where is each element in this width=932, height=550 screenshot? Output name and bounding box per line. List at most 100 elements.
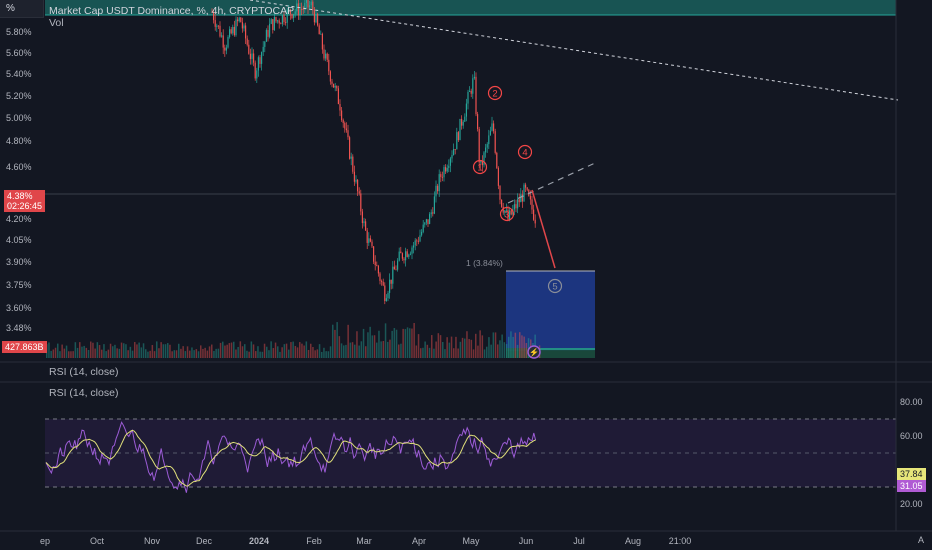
x-tick-label: Dec [196, 536, 213, 546]
volume-bar [127, 350, 129, 358]
volume-bar [125, 344, 127, 358]
volume-bar [318, 344, 321, 358]
wave-marker[interactable] [499, 206, 515, 222]
volume-bar [147, 351, 149, 358]
volume-bar [213, 350, 215, 358]
candle-body [240, 17, 242, 23]
fib-target-label: 1 (3.84%) [466, 258, 503, 268]
volume-bar [219, 342, 222, 358]
top-resistance-band [45, 0, 896, 15]
candle-body [379, 273, 381, 281]
candle-body [485, 147, 487, 153]
candle-body [301, 8, 303, 10]
volume-bar [402, 328, 404, 358]
y-tick-label: 5.00% [6, 113, 32, 123]
volume-bar [259, 351, 261, 358]
auto-scale-button[interactable]: A [917, 535, 924, 545]
y-tick-label: 5.80% [6, 27, 32, 37]
wave-marker[interactable] [547, 278, 563, 294]
candle-body [398, 251, 400, 261]
candle-body [401, 253, 403, 259]
volume-bar [145, 349, 147, 358]
candle-body [469, 90, 471, 92]
volume-bar [453, 348, 455, 358]
rsi-ma-tag: 31.05 [897, 480, 926, 492]
candle-body [241, 22, 243, 29]
target-box[interactable] [506, 271, 595, 351]
descending-trendline[interactable] [249, 0, 899, 101]
candle-body [366, 230, 368, 243]
volume-bar [96, 342, 99, 358]
candle-body [331, 81, 333, 84]
lightning-badge[interactable] [527, 345, 541, 359]
wave-five-projection[interactable] [531, 189, 556, 269]
rsi-value-tag: 37.84 [897, 468, 926, 480]
volume-bar [105, 351, 107, 358]
volume-bar [277, 346, 279, 358]
candle-body [344, 122, 346, 129]
volume-bar [160, 342, 162, 358]
wave-label: 3 [504, 210, 509, 221]
volume-bar [376, 342, 378, 358]
volume-bar [525, 343, 528, 358]
candle-body [297, 3, 299, 16]
volume-bar [79, 342, 81, 358]
candle-body [216, 25, 218, 27]
candle-body [265, 30, 267, 42]
candle-body [229, 29, 231, 38]
x-tick-label: ep [40, 536, 50, 546]
y-tick-label: 3.75% [6, 280, 32, 290]
candle-body [281, 15, 283, 24]
candle-body [280, 23, 282, 25]
candle-body [369, 238, 371, 242]
volume-bar [492, 332, 495, 358]
volume-bar [153, 351, 156, 358]
candle-body [214, 20, 216, 27]
candle-body [491, 123, 493, 131]
candle-body [248, 44, 250, 54]
volume-bar [497, 344, 499, 358]
percent-scale-button[interactable]: % [0, 0, 44, 18]
candle-body [457, 132, 459, 141]
volume-bar [173, 350, 176, 358]
candle-body [296, 3, 298, 12]
candle-body [473, 76, 475, 79]
candle-body [365, 221, 367, 231]
candle-body [440, 174, 442, 177]
wave-projection-line[interactable] [507, 162, 596, 204]
volume-bar [129, 346, 132, 358]
volume-bar [437, 333, 440, 358]
y-tick-label: 5.20% [6, 91, 32, 101]
candle-body [414, 240, 416, 246]
wave-marker[interactable] [517, 144, 533, 160]
candle-body [238, 17, 240, 22]
volume-bar [208, 346, 211, 358]
volume-label: Vol [49, 17, 64, 29]
x-tick-label: Apr [412, 536, 426, 546]
y-tick-label: 5.60% [6, 48, 32, 58]
candle-body [441, 176, 443, 178]
volume-bar [411, 328, 413, 358]
wave-marker[interactable] [487, 85, 503, 101]
wave-marker[interactable] [472, 159, 488, 175]
candle-body [256, 70, 258, 79]
volume-bar [290, 342, 292, 358]
wave-label: 5 [552, 282, 557, 293]
candle-body [225, 47, 227, 51]
volume-bar [380, 341, 382, 358]
candle-body [315, 13, 317, 23]
volume-bar [266, 346, 268, 358]
candle-body [470, 90, 472, 94]
volume-bar [321, 351, 323, 358]
volume-bar [365, 346, 367, 358]
volume-bar [523, 336, 525, 358]
candle-body [360, 193, 362, 212]
y-tick-label: 4.80% [6, 136, 32, 146]
candle-body [409, 253, 411, 255]
volume-bar [415, 345, 418, 358]
candle-body [361, 211, 363, 224]
volume-bar [470, 339, 473, 358]
candle-body [253, 53, 255, 63]
volume-bar [109, 343, 112, 358]
volume-bar [510, 331, 512, 358]
